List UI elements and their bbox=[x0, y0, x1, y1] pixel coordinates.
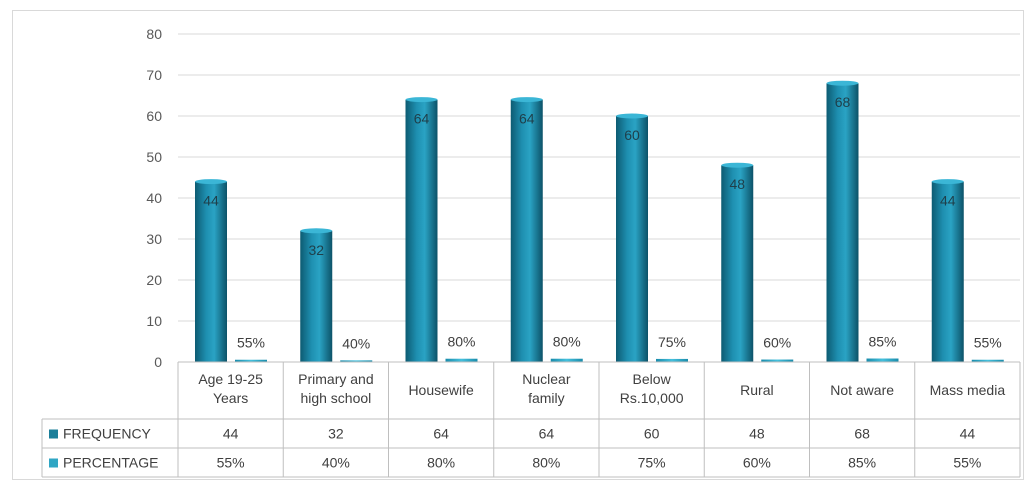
percentage-bar bbox=[445, 358, 478, 362]
y-tick-label: 50 bbox=[146, 149, 162, 165]
category-label: Below Rs.10,000 bbox=[620, 371, 684, 406]
frequency-bar bbox=[195, 181, 227, 362]
frequency-data-label: 32 bbox=[308, 242, 324, 258]
frequency-data-label: 60 bbox=[624, 127, 640, 143]
y-tick-label: 20 bbox=[146, 272, 162, 288]
table-cell-value: 80% bbox=[532, 455, 560, 471]
y-tick-label: 70 bbox=[146, 67, 162, 83]
table-cell-value: 55% bbox=[953, 455, 981, 471]
percentage-data-label: 55% bbox=[237, 335, 265, 351]
frequency-data-label: 44 bbox=[940, 193, 956, 209]
table-cell-value: 32 bbox=[328, 426, 344, 442]
frequency-bar bbox=[721, 165, 754, 362]
y-tick-label: 10 bbox=[146, 313, 162, 329]
legend-key bbox=[49, 429, 58, 439]
series-row-label: PERCENTAGE bbox=[63, 455, 158, 471]
table-cell-value: 44 bbox=[960, 426, 976, 442]
percentage-data-label: 60% bbox=[763, 335, 791, 351]
table-cell-value: 85% bbox=[848, 455, 876, 471]
y-tick-label: 80 bbox=[146, 26, 162, 42]
y-tick-label: 30 bbox=[146, 231, 162, 247]
legend-key bbox=[49, 458, 58, 468]
frequency-bar-top bbox=[616, 113, 648, 119]
frequency-data-label: 68 bbox=[835, 94, 851, 110]
percentage-bar bbox=[340, 360, 373, 362]
percentage-data-label: 80% bbox=[447, 334, 475, 350]
frequency-bar bbox=[826, 83, 859, 362]
y-tick-label: 40 bbox=[146, 190, 162, 206]
frequency-bar-top bbox=[300, 228, 333, 234]
y-tick-label: 0 bbox=[154, 354, 162, 370]
y-tick-label: 60 bbox=[146, 108, 162, 124]
frequency-bar bbox=[510, 99, 543, 362]
category-label: Nuclear family bbox=[522, 371, 571, 406]
category-label: Age 19-25 Years bbox=[198, 371, 263, 406]
percentage-bar bbox=[656, 358, 688, 362]
frequency-bar-top bbox=[195, 179, 227, 185]
frequency-bar bbox=[405, 99, 438, 362]
percentage-bar bbox=[971, 359, 1004, 362]
frequency-data-label: 64 bbox=[519, 111, 535, 127]
series-row-label: FREQUENCY bbox=[63, 426, 152, 442]
percentage-data-label: 40% bbox=[342, 335, 370, 351]
frequency-bar bbox=[931, 181, 964, 362]
percentage-bar bbox=[550, 358, 583, 362]
table-cell-value: 64 bbox=[433, 426, 449, 442]
frequency-data-label: 48 bbox=[729, 176, 745, 192]
category-label: Not aware bbox=[830, 382, 894, 398]
table-cell-value: 55% bbox=[217, 455, 245, 471]
category-label: Rural bbox=[740, 382, 773, 398]
percentage-bar bbox=[761, 359, 794, 362]
frequency-bar bbox=[616, 116, 648, 362]
table-cell-value: 60 bbox=[644, 426, 660, 442]
frequency-bar-top bbox=[405, 97, 438, 103]
frequency-bar bbox=[300, 230, 333, 362]
table-cell-value: 75% bbox=[638, 455, 666, 471]
frequency-bar-top bbox=[826, 80, 859, 86]
percentage-data-label: 80% bbox=[553, 334, 581, 350]
chart-frame bbox=[12, 10, 1024, 480]
frequency-data-label: 44 bbox=[203, 193, 219, 209]
percentage-data-label: 75% bbox=[658, 334, 686, 350]
percentage-bar bbox=[866, 358, 899, 362]
table-cell-value: 44 bbox=[223, 426, 239, 442]
table-cell-value: 64 bbox=[539, 426, 555, 442]
category-label: Housewife bbox=[408, 382, 474, 398]
frequency-bar-top bbox=[510, 97, 543, 103]
table-cell-value: 80% bbox=[427, 455, 455, 471]
table-cell-value: 40% bbox=[322, 455, 350, 471]
table-cell-value: 48 bbox=[749, 426, 765, 442]
category-label: Mass media bbox=[930, 382, 1006, 398]
category-label: Primary and high school bbox=[298, 371, 373, 406]
table-cell-value: 60% bbox=[743, 455, 771, 471]
percentage-bar bbox=[235, 359, 267, 362]
frequency-bar-top bbox=[721, 162, 754, 168]
percentage-data-label: 55% bbox=[974, 335, 1002, 351]
percentage-data-label: 85% bbox=[868, 334, 896, 350]
table-cell-value: 68 bbox=[854, 426, 870, 442]
frequency-data-label: 64 bbox=[414, 111, 430, 127]
frequency-bar-top bbox=[931, 179, 964, 185]
